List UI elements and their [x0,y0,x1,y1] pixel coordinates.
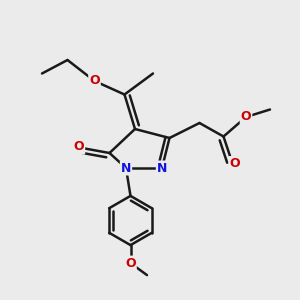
Text: O: O [74,140,84,154]
Text: O: O [230,157,240,170]
Text: N: N [121,161,131,175]
Text: O: O [241,110,251,124]
Text: O: O [89,74,100,88]
Text: O: O [125,256,136,270]
Text: N: N [157,161,167,175]
